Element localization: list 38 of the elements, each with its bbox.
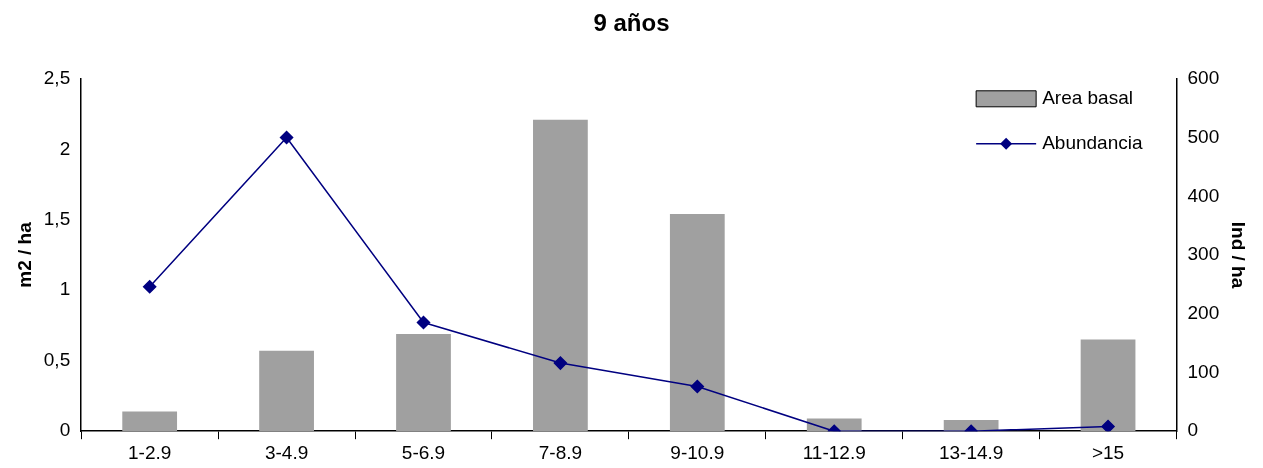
bar	[396, 333, 451, 432]
bar	[533, 119, 588, 432]
y-axis-title: m2 / ha	[13, 221, 35, 288]
y2-tick-label: 100	[1187, 360, 1220, 382]
legend-label: Abundancia	[1042, 132, 1143, 154]
y-tick-label: 1	[59, 278, 71, 300]
y-tick-label: 2	[59, 137, 71, 159]
x-tick-label: 5-6.9	[401, 441, 446, 463]
bar	[259, 350, 314, 432]
y2-tick-label: 500	[1187, 125, 1220, 147]
x-tick-label: 7-8.9	[538, 441, 583, 463]
legend-label: Area basal	[1042, 87, 1133, 109]
point	[142, 279, 157, 294]
y-tick-label: 2,5	[43, 67, 71, 89]
y2-axis-title: Ind / ha	[1228, 221, 1250, 289]
bar	[1080, 339, 1136, 432]
y2-tick-label: 0	[1187, 419, 1199, 441]
chart-title: 9 años	[593, 9, 670, 37]
x-tick-label: >15	[1091, 441, 1125, 463]
y-tick-label: 0	[59, 419, 71, 441]
y2-tick-label: 600	[1187, 67, 1220, 89]
point	[416, 315, 431, 330]
x-tick-label: 1-2.9	[128, 441, 172, 463]
x-tick-label: 3-4.9	[264, 441, 309, 463]
bar	[669, 214, 725, 432]
point	[690, 379, 705, 394]
x-tick-label: 9-10.9	[670, 441, 725, 463]
point	[1101, 419, 1115, 432]
bar	[122, 411, 178, 432]
y2-tick-label: 300	[1187, 243, 1220, 265]
x-tick-label: 11-12.9	[802, 441, 866, 463]
y2-tick-label: 400	[1187, 184, 1220, 206]
point	[553, 356, 568, 370]
x-tick-label: 13-14.9	[938, 441, 1004, 463]
y-tick-label: 1,5	[43, 207, 71, 229]
point	[279, 130, 294, 145]
y-tick-label: 0,5	[43, 348, 71, 370]
y2-tick-label: 200	[1187, 301, 1220, 323]
